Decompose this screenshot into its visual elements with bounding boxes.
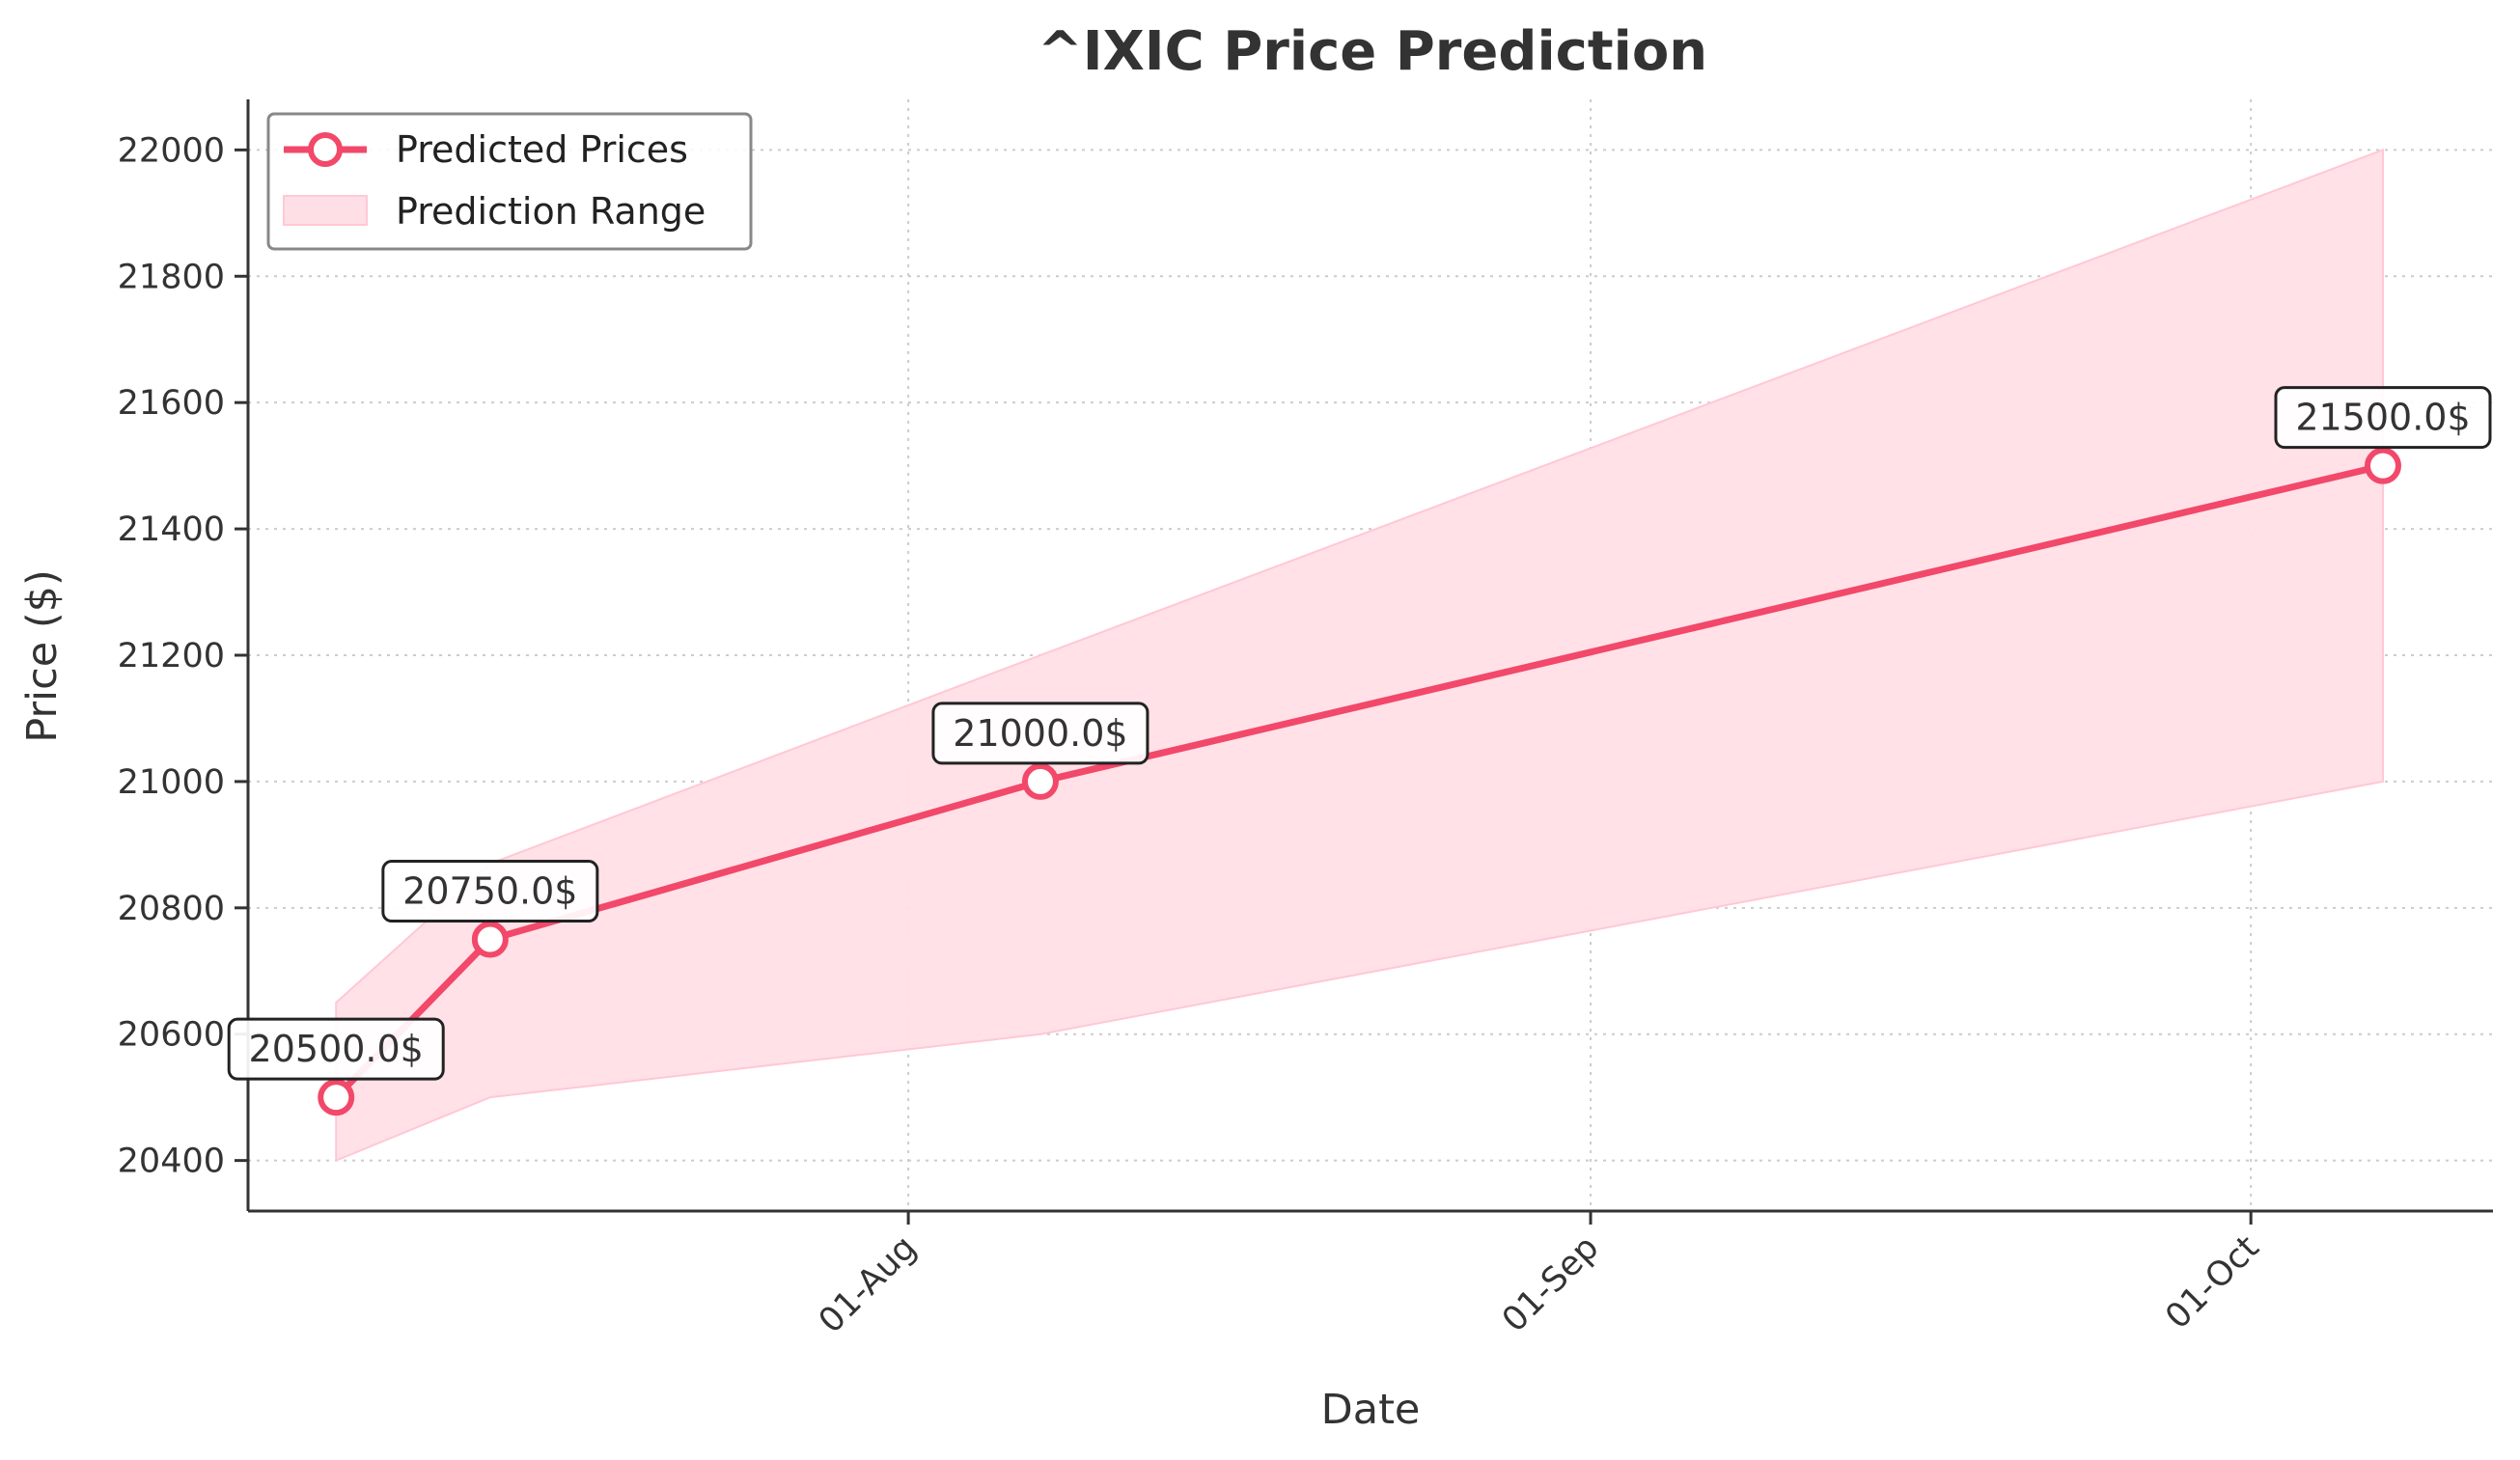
data-label-box-2: [931, 702, 1149, 765]
legend: Predicted Prices Prediction Range: [266, 112, 753, 251]
y-tick-label-22000: 22000: [118, 131, 225, 170]
y-tick-label-21200: 21200: [118, 637, 225, 675]
data-label-3: 21500.0$: [2295, 397, 2470, 439]
chart-title: ^IXIC Price Prediction: [1038, 20, 1707, 83]
y-tick-label-20800: 20800: [118, 890, 225, 928]
prediction-range-area: [335, 148, 2384, 1163]
legend-marker-swatch: [308, 132, 343, 167]
y-tick-label-21400: 21400: [118, 510, 225, 549]
y-tick-label-20600: 20600: [118, 1016, 225, 1055]
x-tick-labels: 01-Aug 01-Sep 01-Oct: [812, 1228, 2267, 1340]
data-label-box-1: [381, 860, 599, 923]
y-tick-labels: 20400 20600 20800 21000 21200 21400 21600 21800…: [118, 131, 225, 1180]
y-tick-label-21000: 21000: [118, 763, 225, 802]
legend-label-predicted-prices: Predicted Prices: [396, 128, 688, 171]
x-axis-label: Date: [1321, 1386, 1421, 1434]
y-axis-label: Price ($): [18, 569, 67, 742]
data-label-box-3: [2274, 386, 2492, 450]
data-label-0: 20500.0$: [249, 1028, 424, 1070]
data-label-1: 20750.0$: [402, 870, 577, 913]
x-tick-label-01-Aug: 01-Aug: [812, 1228, 924, 1340]
prediction-range-band: [335, 148, 2384, 1163]
data-label-box-0: [227, 1017, 445, 1081]
legend-box: [266, 112, 753, 251]
legend-band-swatch: [283, 195, 368, 226]
data-label-annotations: 20500.0$ 20750.0$ 21000.0$ 21500.0$: [227, 386, 2492, 1081]
data-point-2: [1021, 762, 1059, 800]
data-point-1: [471, 921, 509, 958]
x-tick-label-01-Sep: 01-Sep: [1495, 1228, 1606, 1339]
data-point-0: [318, 1079, 355, 1116]
y-tick-label-21600: 21600: [118, 384, 225, 423]
x-tick-label-01-Oct: 01-Oct: [2158, 1228, 2266, 1336]
data-point-3: [2364, 447, 2401, 484]
legend-label-prediction-range: Prediction Range: [396, 190, 706, 233]
y-tick-label-20400: 20400: [118, 1143, 225, 1181]
data-label-2: 21000.0$: [953, 712, 1127, 755]
y-tick-label-21800: 21800: [118, 258, 225, 296]
